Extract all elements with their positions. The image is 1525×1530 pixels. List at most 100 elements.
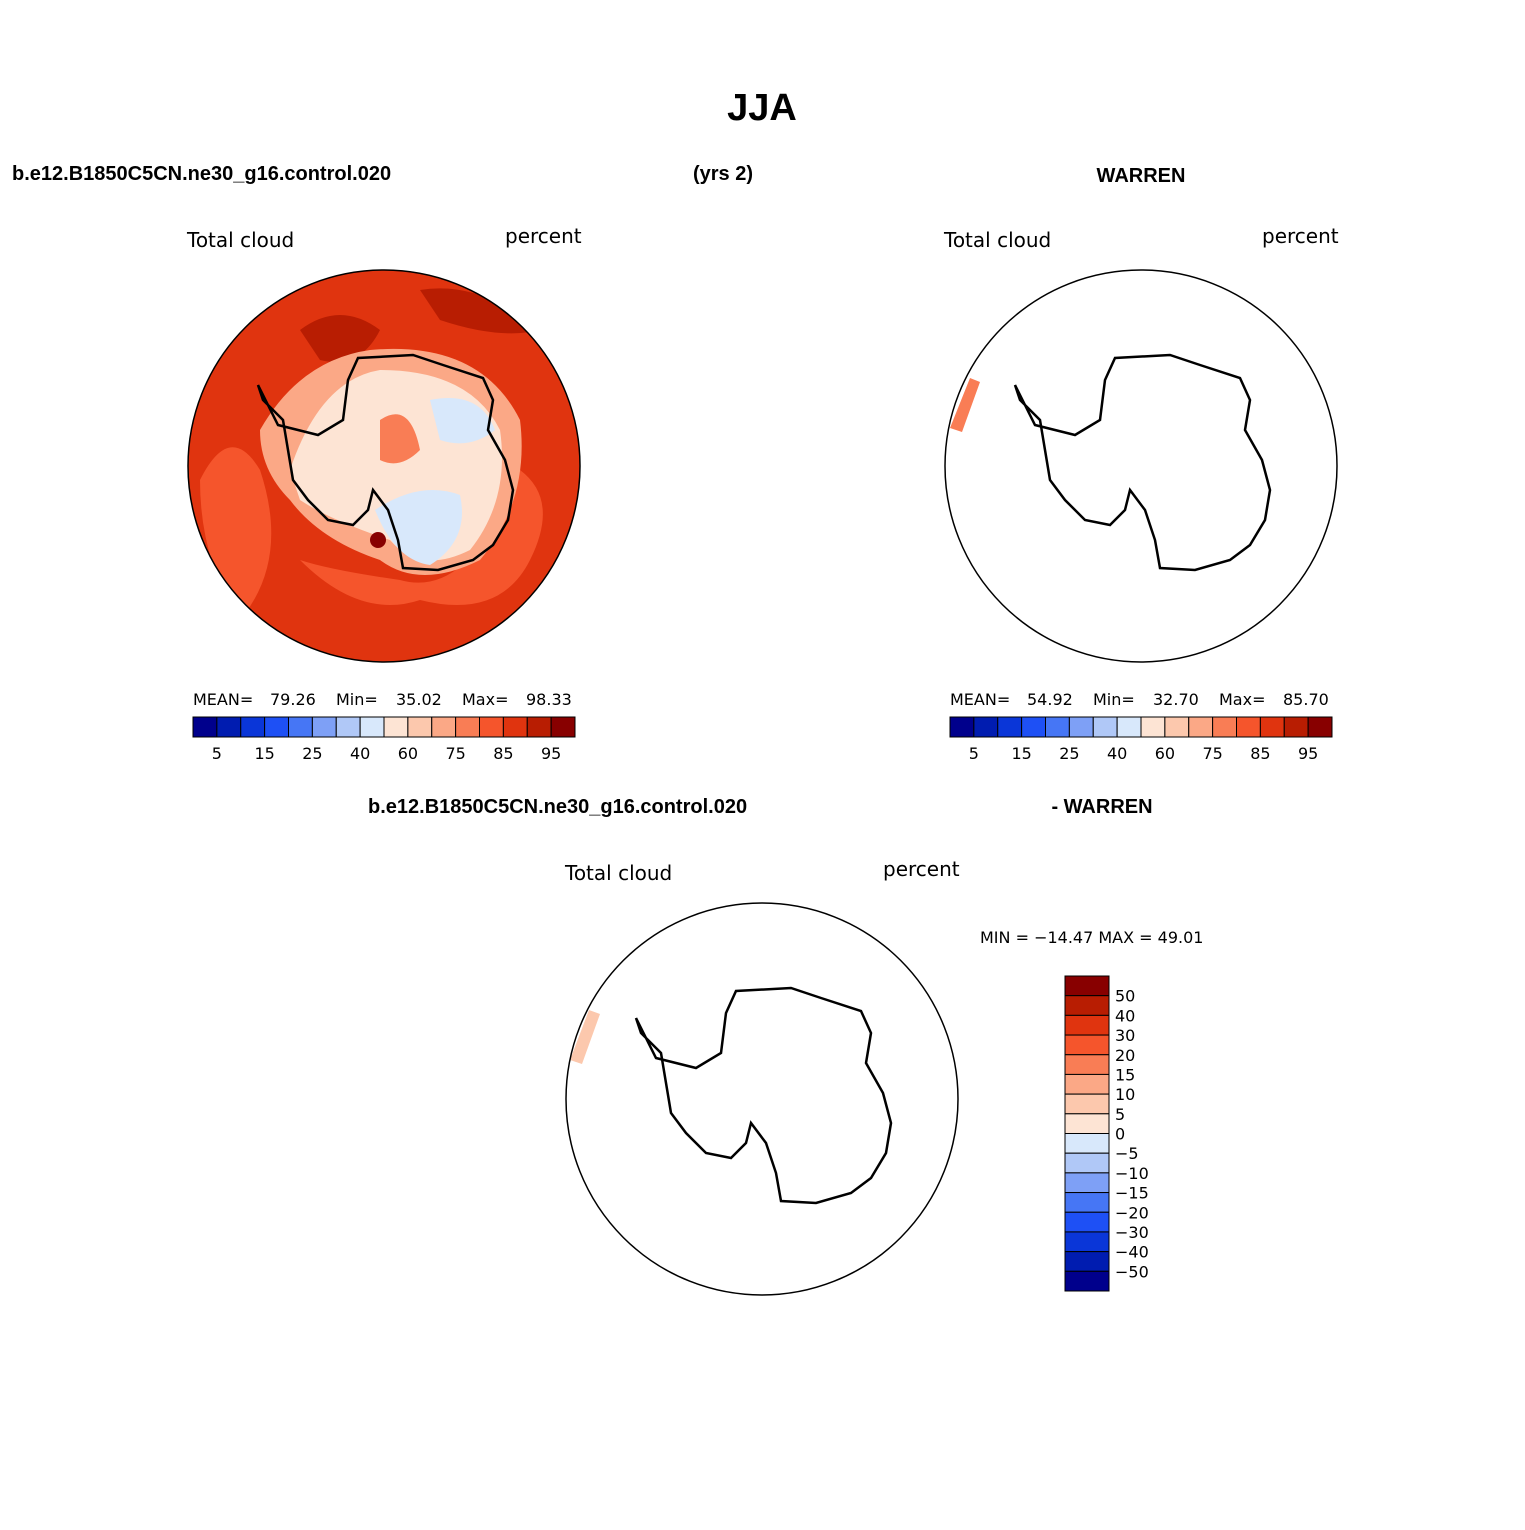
stat-value: 85.70 [1283, 690, 1329, 709]
colorbar-label: 95 [541, 744, 561, 763]
coastline [1013, 353, 1272, 572]
colorbar-box [1236, 716, 1261, 738]
colorbar-label: −40 [1115, 1243, 1149, 1262]
colorbar-box [1116, 716, 1142, 738]
colorbar-box [383, 716, 409, 738]
colorbar-box [1188, 716, 1214, 738]
colorbar-label: −5 [1115, 1144, 1139, 1163]
colorbar-label: 5 [212, 744, 222, 763]
colorbar-label: 25 [302, 744, 322, 763]
colorbar-box [1045, 716, 1070, 738]
min-max: MIN = −14.47 MAX = 49.01 [980, 928, 1203, 947]
main-title: JJA [727, 87, 797, 129]
colorbar-box [1064, 975, 1110, 997]
stat-label: Min= [336, 690, 378, 709]
colorbar-box [1064, 1133, 1110, 1154]
colorbar-box [1164, 716, 1190, 738]
colorbar-label: −20 [1115, 1203, 1149, 1222]
colorbar-label: −30 [1115, 1223, 1149, 1242]
colorbar-box [997, 716, 1023, 738]
map-boundary [944, 269, 1338, 663]
colorbar-label: 40 [350, 744, 370, 763]
diff-case-name: b.e12.B1850C5CN.ne30_g16.control.020 [368, 796, 747, 818]
colorbar-label: 20 [1115, 1046, 1135, 1065]
colorbar-box [1064, 1270, 1110, 1292]
colorbar-label: 5 [969, 744, 979, 763]
colorbar-box [1064, 1113, 1110, 1134]
stat-value: 54.92 [1027, 690, 1073, 709]
colorbar-label: 50 [1115, 987, 1135, 1006]
colorbar-box [949, 716, 975, 738]
map-boundary [565, 902, 959, 1296]
map-boundary [187, 269, 581, 663]
colorbar-label: 95 [1298, 744, 1318, 763]
colorbar-box [1307, 716, 1333, 738]
colorbar-box [526, 716, 552, 738]
left-title: Total cloud [943, 228, 1051, 252]
stat-label: MEAN= [950, 690, 1010, 709]
stat-label: Min= [1093, 690, 1135, 709]
left-title: Total cloud [186, 228, 294, 252]
colorbar-label: 30 [1115, 1026, 1135, 1045]
colorbar-box [1064, 1014, 1110, 1036]
colorbar-box [502, 716, 528, 738]
colorbar-box [1259, 716, 1285, 738]
colorbar-box [311, 716, 337, 738]
stat-value: 79.26 [270, 690, 316, 709]
colorbar-label: 25 [1059, 744, 1079, 763]
colorbar-label: 15 [1011, 744, 1031, 763]
right-title: percent [1262, 224, 1339, 248]
colorbar-label: 75 [445, 744, 465, 763]
stat-value: 98.33 [526, 690, 572, 709]
colorbar-box [1064, 1211, 1110, 1233]
stat-label: MEAN= [193, 690, 253, 709]
colorbar-label: 60 [398, 744, 418, 763]
left-title: Total cloud [564, 861, 672, 885]
colorbar-label: 0 [1115, 1125, 1125, 1144]
colorbar-box [1064, 1152, 1110, 1174]
right-title: percent [505, 224, 582, 248]
obs-field [950, 378, 980, 432]
colorbar-box [1064, 1073, 1110, 1095]
colorbar-box [455, 716, 480, 738]
colorbar-box [1064, 1034, 1110, 1056]
obs-name: WARREN [1097, 165, 1186, 187]
colorbar-box [240, 716, 266, 738]
colorbar-box [192, 716, 218, 738]
colorbar-label: 85 [1250, 744, 1270, 763]
years: (yrs 2) [693, 163, 753, 185]
colorbar-box [1064, 1093, 1110, 1115]
colorbar-box [1064, 1054, 1110, 1075]
colorbar-box [1092, 716, 1118, 738]
coastline [634, 986, 893, 1205]
colorbar-label: 40 [1115, 1006, 1135, 1025]
colorbar-box [479, 716, 504, 738]
case-name: b.e12.B1850C5CN.ne30_g16.control.020 [12, 163, 391, 185]
colorbar-box [1064, 995, 1110, 1016]
colorbar-box [1064, 1172, 1110, 1194]
colorbar-box [550, 716, 576, 738]
model-field [188, 270, 580, 662]
colorbar-box [407, 716, 433, 738]
stat-label: Max= [1219, 690, 1265, 709]
colorbar-box [1140, 716, 1166, 738]
colorbar-box [431, 716, 457, 738]
diff-obs-name: - WARREN [1051, 796, 1152, 818]
colorbar-label: 60 [1155, 744, 1175, 763]
stat-label: Max= [462, 690, 508, 709]
colorbar-label: 15 [1115, 1065, 1135, 1084]
colorbar-label: 85 [493, 744, 513, 763]
colorbar-box [1064, 1251, 1110, 1272]
colorbar-label: 5 [1115, 1105, 1125, 1124]
colorbar-box [359, 716, 385, 738]
colorbar-box [1021, 716, 1046, 738]
colorbar-box [973, 716, 999, 738]
colorbar-box [335, 716, 361, 738]
stat-value: 32.70 [1153, 690, 1199, 709]
colorbar-box [1212, 716, 1237, 738]
colorbar-label: 10 [1115, 1085, 1135, 1104]
stat-value: 35.02 [396, 690, 442, 709]
colorbar-box [264, 716, 289, 738]
colorbar-box [1283, 716, 1309, 738]
